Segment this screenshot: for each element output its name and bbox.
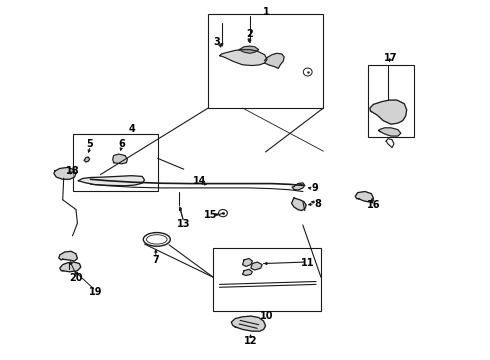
Polygon shape [265,53,284,68]
Text: 6: 6 [118,139,125,149]
Polygon shape [370,100,407,124]
Text: 15: 15 [204,210,218,220]
Bar [73,134,158,191]
Polygon shape [243,269,252,275]
Polygon shape [251,262,262,270]
Text: 20: 20 [69,273,83,283]
Polygon shape [220,50,267,66]
Text: 19: 19 [89,287,102,297]
Text: 13: 13 [177,219,191,229]
Polygon shape [239,46,259,53]
Polygon shape [378,128,401,136]
Text: 2: 2 [246,29,253,39]
Polygon shape [54,167,76,179]
Text: 1: 1 [263,6,270,17]
Polygon shape [355,192,373,202]
Polygon shape [231,316,266,331]
Text: 14: 14 [193,176,207,186]
Bar [213,248,321,311]
Polygon shape [59,251,77,261]
Polygon shape [78,176,145,186]
Text: 4: 4 [129,124,136,134]
Polygon shape [292,198,306,211]
Text: 11: 11 [301,258,315,268]
Text: 3: 3 [214,37,220,48]
Bar [368,65,414,137]
Polygon shape [84,157,90,162]
Text: 18: 18 [66,166,79,176]
Text: 8: 8 [314,199,321,210]
Bar [208,14,323,108]
Polygon shape [292,183,305,190]
Polygon shape [113,154,127,164]
Text: 16: 16 [367,200,380,210]
Text: 10: 10 [260,311,273,321]
Polygon shape [243,258,252,266]
Text: 9: 9 [311,183,318,193]
Polygon shape [60,262,81,272]
Text: 7: 7 [152,255,159,265]
Text: 5: 5 [86,139,93,149]
Text: 17: 17 [384,53,397,63]
Text: 12: 12 [244,336,258,346]
